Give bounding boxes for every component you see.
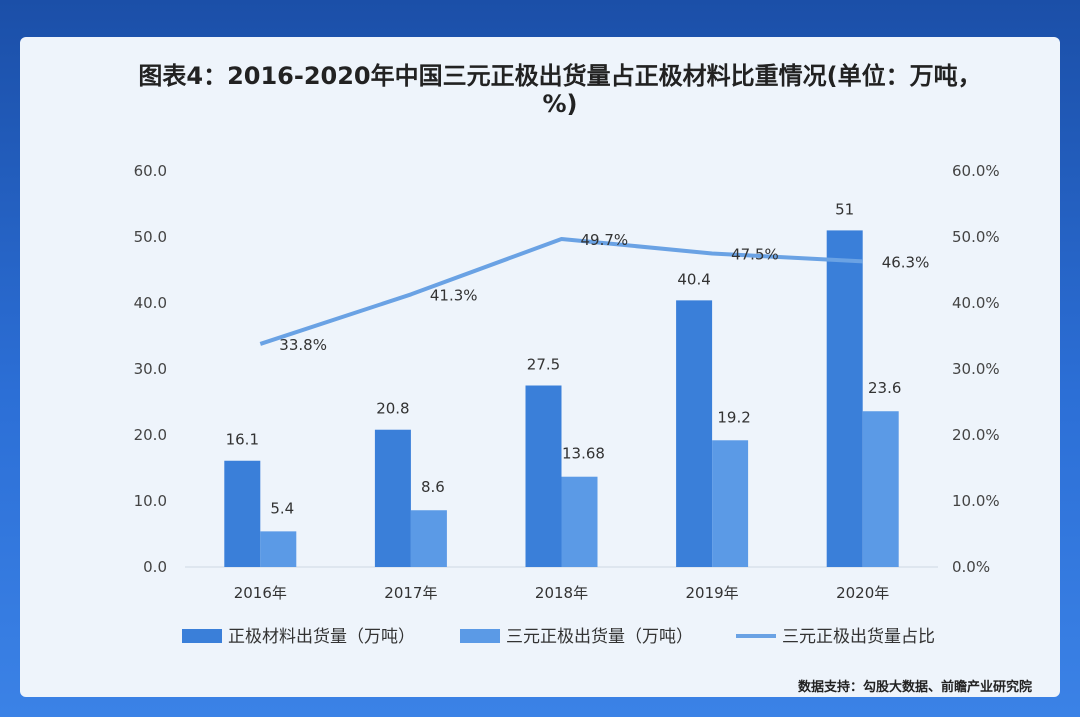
data-label-ternary-share: 41.3% <box>430 286 478 304</box>
x-axis-category-label: 2017年 <box>384 584 437 602</box>
x-axis-category-label: 2018年 <box>535 584 588 602</box>
bottom-strip <box>0 697 1080 717</box>
bar-cathode-total <box>374 429 411 567</box>
legend-swatch-ternary-cathode <box>460 629 500 643</box>
chart-card <box>20 37 1060 697</box>
x-axis-category-label: 2020年 <box>836 584 889 602</box>
legend-label-ternary-share: 三元正极出货量占比 <box>782 627 935 647</box>
source-note: 数据支持：勾股大数据、前瞻产业研究院 <box>797 680 1032 695</box>
x-axis-category-label: 2019年 <box>686 584 739 602</box>
line-ternary-share <box>259 236 863 346</box>
bar-ternary-cathode <box>410 510 447 567</box>
bar-cathode-total <box>676 300 713 567</box>
y-axis-tick-label: 0.0 <box>143 558 167 576</box>
data-label-ternary-share: 33.8% <box>279 336 327 354</box>
y2-axis-tick-label: 20.0% <box>952 426 1000 444</box>
y-axis-tick-label: 60.0 <box>134 162 167 180</box>
data-label-cathode-total: 51 <box>835 200 854 218</box>
y2-axis-tick-label: 30.0% <box>952 360 1000 378</box>
data-label-ternary-share: 49.7% <box>581 231 629 249</box>
legend-label-cathode-total: 正极材料出货量（万吨） <box>228 627 415 647</box>
y2-axis-tick-label: 60.0% <box>952 162 1000 180</box>
data-label-ternary-share: 46.3% <box>882 253 930 271</box>
legend-swatch-cathode-total <box>182 629 222 643</box>
data-label-ternary-cathode: 5.4 <box>270 499 294 517</box>
data-label-ternary-cathode: 13.68 <box>562 445 605 463</box>
bar-ternary-cathode <box>862 411 899 567</box>
data-label-cathode-total: 20.8 <box>376 400 409 418</box>
data-label-ternary-cathode: 8.6 <box>421 478 445 496</box>
y2-axis-tick-label: 50.0% <box>952 228 1000 246</box>
y-axis-tick-label: 30.0 <box>134 360 167 378</box>
data-label-ternary-cathode: 19.2 <box>717 408 750 426</box>
y-axis-tick-label: 20.0 <box>134 426 167 444</box>
legend-label-ternary-cathode: 三元正极出货量（万吨） <box>506 627 693 647</box>
y2-axis-tick-label: 40.0% <box>952 294 1000 312</box>
bar-cathode-total <box>826 230 863 567</box>
x-axis-category-label: 2016年 <box>234 584 287 602</box>
data-label-cathode-total: 27.5 <box>527 356 560 374</box>
bar-ternary-cathode <box>712 440 749 567</box>
bar-cathode-total <box>224 460 261 567</box>
y-axis-tick-label: 10.0 <box>134 492 167 510</box>
y-axis-tick-label: 40.0 <box>134 294 167 312</box>
chart-title: 图表4：2016-2020年中国三元正极出货量占正极材料比重情况(单位：万吨，%… <box>138 62 982 118</box>
data-label-cathode-total: 16.1 <box>226 431 259 449</box>
y-axis-tick-label: 50.0 <box>134 228 167 246</box>
bar-ternary-cathode <box>260 531 297 567</box>
bar-cathode-total <box>525 385 562 567</box>
data-label-ternary-share: 47.5% <box>731 246 779 264</box>
data-label-ternary-cathode: 23.6 <box>868 379 901 397</box>
y2-axis-tick-label: 0.0% <box>952 558 990 576</box>
y2-axis-tick-label: 10.0% <box>952 492 1000 510</box>
bar-ternary-cathode <box>561 476 598 567</box>
data-label-cathode-total: 40.4 <box>677 270 710 288</box>
